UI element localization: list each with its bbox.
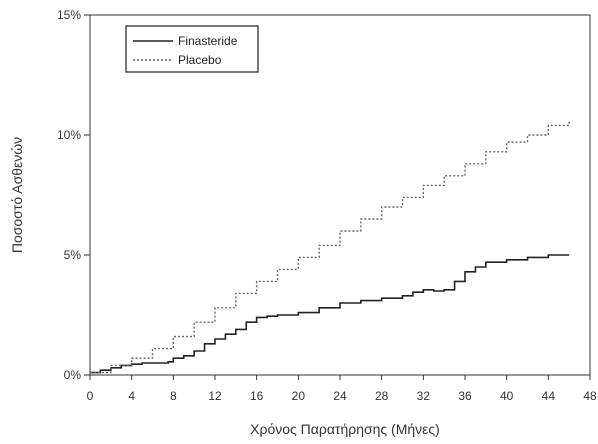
x-axis: 0 4 8 12 16 20 24 28 32 36 40 44 48 [87,375,597,403]
legend: Finasteride Placebo [125,25,259,73]
x-tick-label: 48 [583,389,597,403]
x-tick-label: 28 [375,389,389,403]
y-axis-title: Ποσοστό Ασθενών [9,137,25,253]
x-tick-label: 24 [333,389,347,403]
x-tick-label: 36 [458,389,472,403]
x-tick-label: 44 [542,389,556,403]
y-tick-label: 15% [57,8,81,22]
y-axis: 0% 5% 10% 15% [57,8,90,382]
y-tick-label: 0% [64,368,82,382]
legend-box [125,25,259,73]
x-axis-title: Χρόνος Παρατήρησης (Μήνες) [250,421,440,437]
x-tick-label: 4 [128,389,135,403]
y-tick-label: 5% [64,248,82,262]
x-tick-label: 40 [500,389,514,403]
x-tick-label: 32 [417,389,431,403]
legend-label-finasteride: Finasteride [178,34,238,48]
x-tick-label: 20 [292,389,306,403]
x-tick-label: 8 [170,389,177,403]
legend-label-placebo: Placebo [178,53,222,67]
x-tick-label: 16 [250,389,264,403]
series-line-finasteride [90,254,570,374]
x-tick-label: 12 [208,389,222,403]
x-tick-label: 0 [87,389,94,403]
series-layer [90,120,570,374]
y-tick-label: 10% [57,128,81,142]
series-line-placebo [90,120,570,374]
